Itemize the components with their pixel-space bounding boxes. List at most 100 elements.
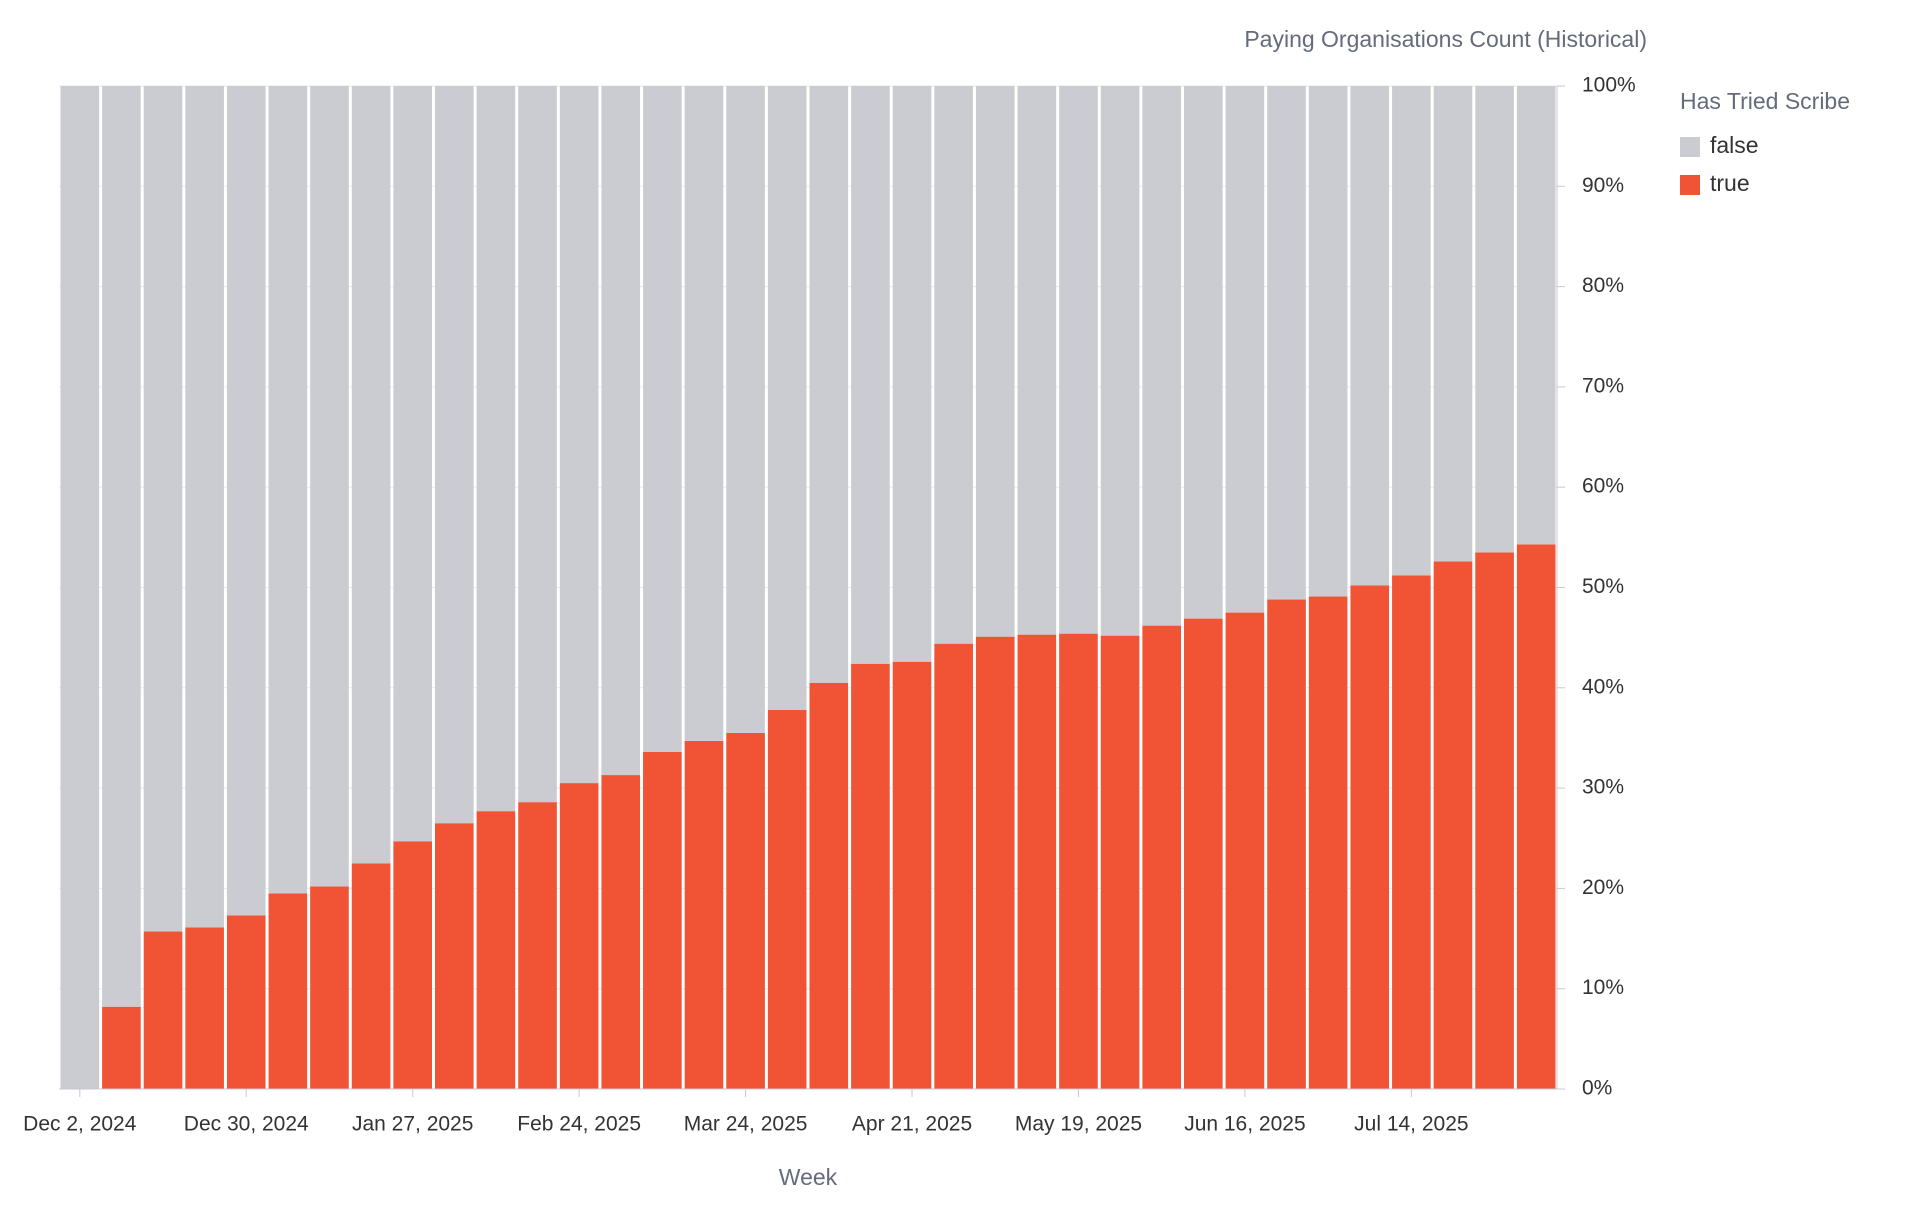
bar-segment [809,682,849,1089]
y-tick-label: 10% [1582,976,1624,999]
bar-segment [1516,544,1556,1089]
bar-segment [185,86,224,928]
legend-swatch [1680,137,1700,157]
bar-segment [726,732,765,1089]
bar-segment [1225,86,1265,613]
bar-segment [643,86,682,752]
bar-segment [1475,552,1514,1089]
bar-segment [1516,86,1556,545]
bar-segment [102,1006,141,1089]
y-tick-label: 80% [1582,274,1624,297]
legend-label: true [1710,170,1750,196]
bar-segment [1184,86,1223,619]
bar-segment [1433,561,1473,1089]
y-tick-label: 20% [1582,876,1624,899]
x-tick-label: Jul 14, 2025 [1354,1113,1468,1136]
bar-segment [1475,86,1514,553]
legend-label: false [1710,132,1759,158]
bar-segment [476,811,516,1089]
bar-segment [1100,635,1140,1089]
bar-segment [767,86,807,710]
bar-segment [1059,86,1098,634]
bar-segment [1184,618,1223,1089]
bar-segment [143,86,183,932]
bar-segment [393,86,432,842]
bar-segment [351,863,391,1089]
bar-segment [435,86,474,824]
bar-segment [143,931,183,1089]
bar-segment [476,86,516,812]
y-tick-label: 60% [1582,475,1624,498]
y-tick-label: 100% [1582,74,1636,97]
bar-segment [851,663,890,1089]
bar-segment [1433,86,1473,562]
bar-segment [975,86,1015,637]
bar-segment [268,893,308,1089]
bar-segment [310,886,349,1089]
bar-segment [892,661,932,1089]
x-tick-label: May 19, 2025 [1015,1113,1142,1136]
bar-segment [185,927,224,1089]
x-tick-label: Dec 2, 2024 [23,1113,137,1136]
x-tick-label: Mar 24, 2025 [684,1113,808,1136]
x-tick-label: Feb 24, 2025 [517,1113,641,1136]
bar-segment [726,86,765,733]
bar-segment [351,86,391,864]
bar-segment [393,841,432,1089]
bar-segment [226,915,266,1089]
bar-segment [892,86,932,662]
bar-segment [1100,86,1140,636]
bar-segment [559,783,599,1089]
bar-segment [1392,86,1431,576]
legend-title: Has Tried Scribe [1680,88,1850,114]
bar-segment [601,86,641,776]
bar-segment [684,740,724,1089]
bar-segment [310,86,349,887]
chart-title: Paying Organisations Count (Historical) [1244,26,1647,52]
x-tick-label: Jan 27, 2025 [352,1113,473,1136]
bar-segment [684,86,724,741]
bar-segment [559,86,599,784]
bar-segment [1017,86,1057,635]
bar-segment [1142,86,1181,626]
bar-segment [102,86,141,1007]
bar-segment [643,751,682,1089]
bar-segment [1059,633,1098,1089]
bar-segment [1308,596,1348,1089]
bar-segment [809,86,849,683]
bar-segment [1225,612,1265,1089]
y-tick-label: 70% [1582,374,1624,397]
bar-segment [601,775,641,1089]
y-tick-label: 0% [1582,1077,1612,1100]
bar-segment [1308,86,1348,597]
y-tick-label: 40% [1582,675,1624,698]
y-tick-label: 30% [1582,776,1624,799]
bar-segment [60,86,100,1089]
bar-segment [1017,634,1057,1089]
bar-segment [1392,575,1431,1089]
bar-segment [518,86,557,803]
bar-segment [767,709,807,1089]
bar-segment [934,86,973,644]
y-tick-label: 50% [1582,575,1624,598]
bar-segment [1267,599,1306,1089]
bar-segment [1142,625,1181,1089]
bar-segment [975,636,1015,1089]
bar-segment [1350,86,1390,586]
bar-segment [1350,585,1390,1089]
x-tick-label: Jun 16, 2025 [1184,1113,1305,1136]
bar-segment [226,86,266,916]
x-axis-label: Week [779,1164,838,1190]
legend-swatch [1680,175,1700,195]
x-tick-label: Apr 21, 2025 [852,1113,972,1136]
bar-segment [435,823,474,1089]
bar-segment [934,643,973,1089]
x-tick-label: Dec 30, 2024 [184,1113,309,1136]
bar-segment [1267,86,1306,600]
bar-segment [518,802,557,1089]
bar-segment [268,86,308,894]
y-tick-label: 90% [1582,174,1624,197]
bar-segment [851,86,890,664]
